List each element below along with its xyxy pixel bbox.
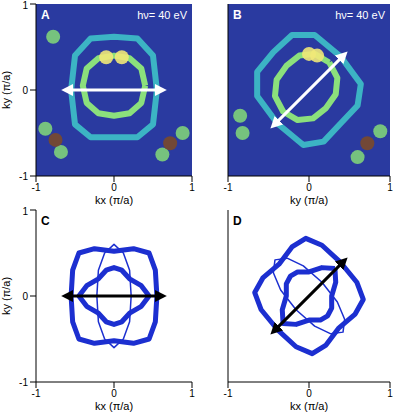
svg-text:1: 1 [189, 388, 195, 399]
svg-text:A: A [41, 8, 50, 22]
svg-text:0: 0 [22, 291, 28, 302]
svg-text:hν= 40 eV: hν= 40 eV [137, 9, 188, 21]
svg-text:-1: -1 [224, 388, 233, 399]
svg-text:0: 0 [306, 388, 312, 399]
svg-text:0: 0 [306, 182, 312, 193]
svg-text:-1: -1 [32, 388, 41, 399]
svg-text:C: C [41, 214, 50, 228]
svg-text:-1: -1 [224, 182, 233, 193]
svg-text:kx (π/a): kx (π/a) [95, 400, 133, 412]
svg-text:-1: -1 [32, 182, 41, 193]
svg-text:0: 0 [111, 182, 117, 193]
svg-text:kx (π/a): kx (π/a) [290, 400, 328, 412]
svg-text:D: D [233, 214, 242, 228]
svg-text:hν= 40 eV: hν= 40 eV [335, 9, 386, 21]
svg-text:-1: -1 [19, 377, 28, 388]
svg-text:kx (π/a): kx (π/a) [95, 194, 133, 206]
svg-text:1: 1 [22, 206, 28, 217]
svg-text:1: 1 [22, 0, 28, 11]
svg-text:1: 1 [189, 182, 195, 193]
svg-text:B: B [233, 8, 242, 22]
svg-text:0: 0 [111, 388, 117, 399]
svg-text:0: 0 [22, 85, 28, 96]
svg-text:ky (π/a): ky (π/a) [290, 194, 328, 206]
svg-text:1: 1 [387, 182, 393, 193]
svg-text:1: 1 [387, 388, 393, 399]
svg-text:ky (π/a): ky (π/a) [0, 71, 12, 109]
svg-text:ky (π/a): ky (π/a) [0, 277, 12, 315]
svg-text:-1: -1 [19, 171, 28, 182]
